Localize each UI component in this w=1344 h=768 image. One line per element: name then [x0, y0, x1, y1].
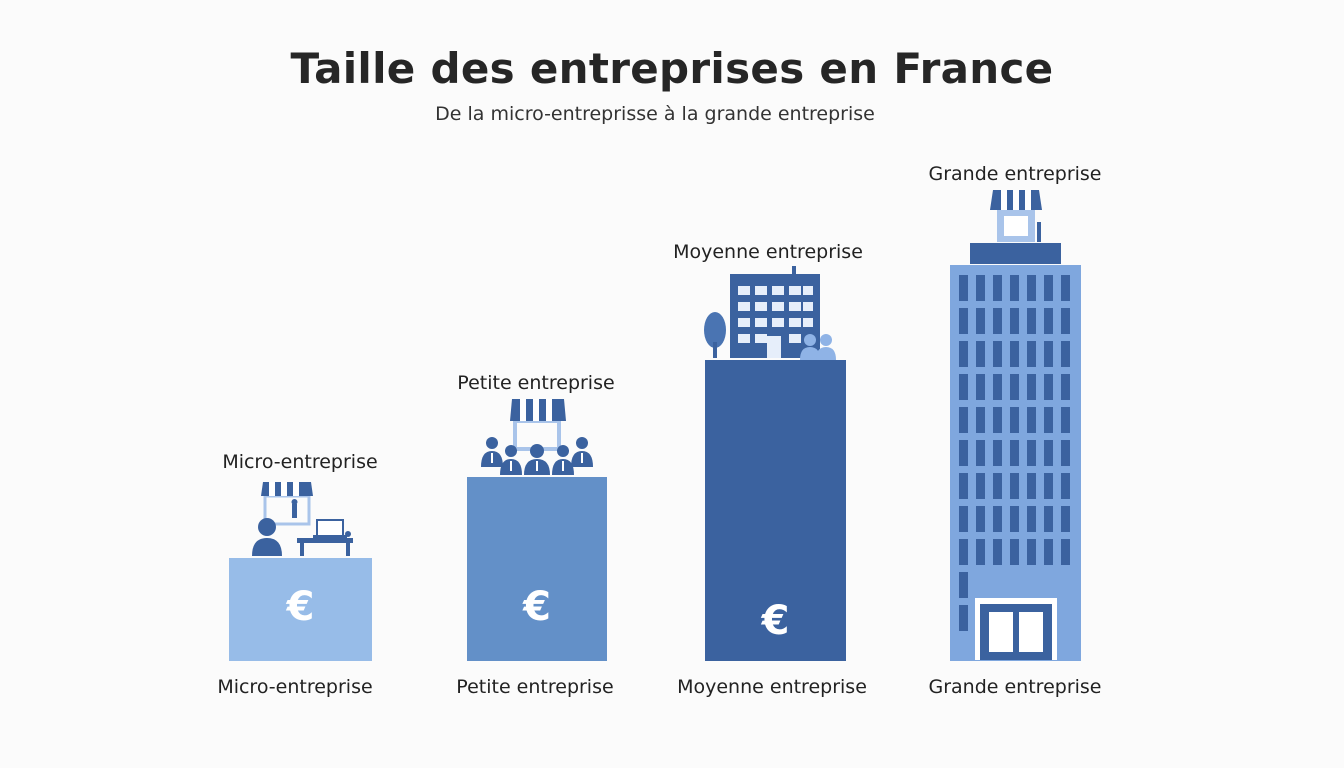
- office-building-icon: [704, 266, 836, 360]
- grande-bottom-label: Grande entreprise: [928, 676, 1102, 698]
- euro-symbol: €: [286, 584, 315, 630]
- shop-team-icon: [481, 399, 593, 475]
- euro-symbol: €: [523, 584, 551, 630]
- micro-block: €: [229, 558, 372, 661]
- euro-symbol: €: [761, 598, 790, 644]
- shop-desk-person-icon: [252, 482, 353, 556]
- moyenne-top-label: Moyenne entreprise: [673, 241, 863, 263]
- grande-top-label: Grande entreprise: [928, 163, 1102, 185]
- page-subtitle: De la micro-entreprisse à la grande entr…: [435, 103, 875, 125]
- micro-bottom-label: Micro-entreprise: [217, 676, 373, 698]
- skyscraper-icon: [950, 190, 1081, 661]
- petite-block: €: [467, 477, 607, 661]
- moyenne-block: €: [705, 360, 846, 661]
- page-title: Taille des entreprises en France: [290, 44, 1054, 93]
- moyenne-bottom-label: Moyenne entreprise: [677, 676, 867, 698]
- petite-top-label: Petite entreprise: [457, 372, 615, 394]
- micro-top-label: Micro-entreprise: [222, 451, 378, 473]
- petite-bottom-label: Petite entreprise: [456, 676, 614, 698]
